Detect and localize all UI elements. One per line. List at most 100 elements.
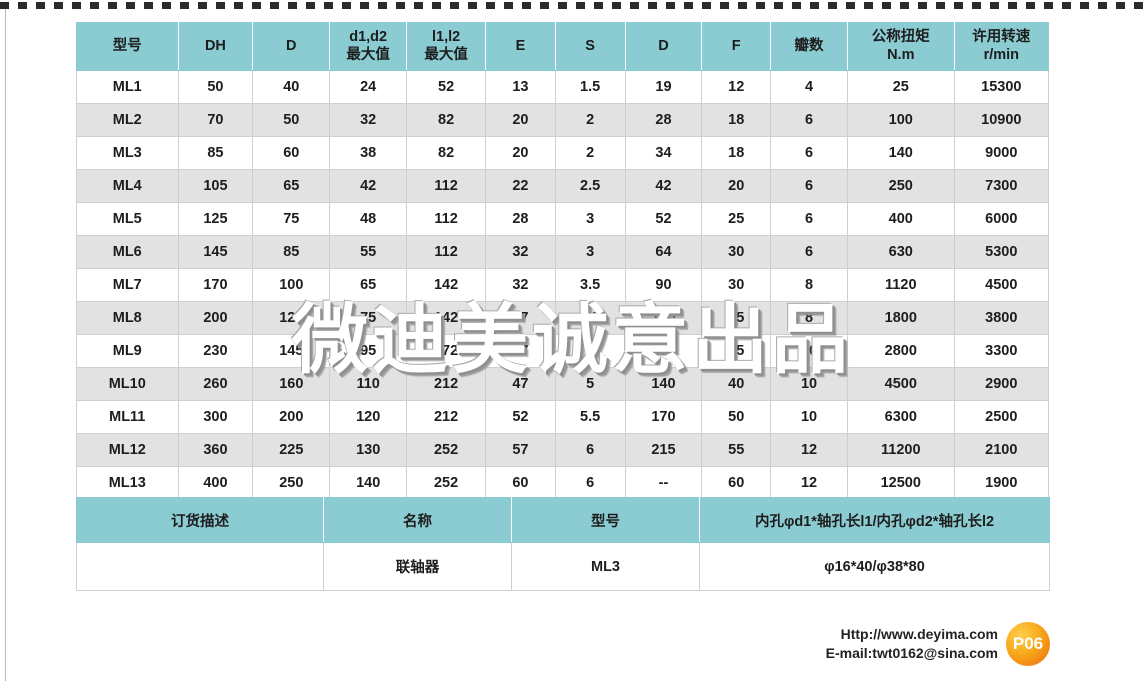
cell-d-outer: 75 (252, 202, 331, 236)
cell-e: 52 (485, 400, 556, 434)
cell-nominal-torque: 400 (846, 202, 955, 236)
header-line-1: S (585, 37, 595, 54)
cell-d-bore: 42 (624, 169, 703, 203)
cell-model: ML7 (76, 268, 179, 302)
order-description-table-container: 订货描述 名称 型号 内孔φd1*轴孔长l1/内孔φd2*轴孔长l2 联轴器 M… (76, 497, 1050, 591)
cell-dh: 260 (177, 367, 254, 401)
cell-s: 3.5 (554, 301, 626, 335)
cell-d-outer: 85 (252, 235, 331, 269)
cell-model: ML2 (76, 103, 179, 137)
cell-nominal-torque: 250 (846, 169, 955, 203)
specification-table-body: ML1 50 40 24 52 13 1.5 19 12 4 25 15300 … (76, 70, 1050, 500)
cell-nominal-torque: 6300 (846, 400, 955, 434)
header-line-1: E (515, 37, 526, 54)
cell-d1d2: 140 (329, 466, 408, 500)
cell-l1l2: 142 (406, 301, 487, 335)
cell-model: ML11 (76, 400, 179, 434)
cell-model: ML1 (76, 70, 179, 104)
cell-allowable-speed: 1900 (953, 466, 1050, 500)
footer-email[interactable]: E-mail:twt0162@sina.com (825, 645, 998, 661)
cell-dh: 230 (177, 334, 254, 368)
cell-d-outer: 125 (252, 301, 331, 335)
header-line-1: DH (204, 37, 226, 54)
cell-petal-count: 8 (770, 301, 848, 335)
top-dashed-border (0, 2, 1143, 9)
cell-dh: 300 (177, 400, 254, 434)
column-header-l1l2-max: l1,l2 最大值 (406, 22, 487, 71)
cell-d-bore: -- (624, 466, 703, 500)
order-description-table: 订货描述 名称 型号 内孔φd1*轴孔长l1/内孔φd2*轴孔长l2 联轴器 M… (76, 497, 1050, 591)
cell-s: 2.5 (554, 169, 626, 203)
cell-e: 47 (485, 367, 556, 401)
cell-l1l2: 142 (406, 268, 487, 302)
cell-d1d2: 110 (329, 367, 408, 401)
cell-model: ML13 (76, 466, 179, 500)
cell-l1l2: 252 (406, 433, 487, 467)
cell-d-outer: 60 (252, 136, 331, 170)
cell-s: 5.5 (554, 400, 626, 434)
table-row: ML10 260 160 110 212 47 5 140 40 10 4500… (76, 367, 1050, 401)
header-line-1: 许用转速 (972, 29, 1031, 46)
cell-d-bore: 140 (624, 367, 703, 401)
cell-l1l2: 172 (406, 334, 487, 368)
cell-l1l2: 112 (406, 235, 487, 269)
cell-s: 5 (554, 367, 626, 401)
cell-d-bore: 19 (624, 70, 703, 104)
cell-d-outer: 145 (252, 334, 331, 368)
cell-d-outer: 40 (252, 70, 331, 104)
header-line-2: 最大值 (346, 46, 390, 63)
cell-s: 6 (554, 466, 626, 500)
cell-e: 32 (485, 268, 556, 302)
cell-d1d2: 24 (329, 70, 408, 104)
header-line-1: d1,d2 (349, 29, 388, 46)
column-header-order-description: 订货描述 (76, 497, 324, 543)
cell-nominal-torque: 140 (846, 136, 955, 170)
header-row: 订货描述 名称 型号 内孔φd1*轴孔长l1/内孔φd2*轴孔长l2 (76, 497, 1050, 543)
cell-product-name: 联轴器 (323, 542, 512, 591)
table-row: ML8 200 125 75 142 37 3.5 100 35 8 1800 … (76, 301, 1050, 335)
cell-e: 20 (485, 136, 556, 170)
table-row: ML6 145 85 55 112 32 3 64 30 6 630 5300 (76, 235, 1050, 269)
cell-petal-count: 10 (770, 334, 848, 368)
cell-s: 6 (554, 433, 626, 467)
header-line-1: D (658, 37, 669, 54)
cell-model: ML5 (76, 202, 179, 236)
column-header-bore-spec: 内孔φd1*轴孔长l1/内孔φd2*轴孔长l2 (699, 497, 1050, 543)
cell-allowable-speed: 15300 (953, 70, 1050, 104)
cell-d-outer: 250 (252, 466, 331, 500)
cell-f: 18 (701, 103, 772, 137)
header-line-1: l1,l2 (431, 29, 461, 46)
cell-petal-count: 6 (770, 235, 848, 269)
cell-d1d2: 65 (329, 268, 408, 302)
cell-dh: 360 (177, 433, 254, 467)
cell-f: 20 (701, 169, 772, 203)
cell-d-bore: 28 (624, 103, 703, 137)
cell-f: 30 (701, 235, 772, 269)
cell-d-bore: 215 (624, 433, 703, 467)
cell-d-bore: 115 (624, 334, 703, 368)
footer-website[interactable]: Http://www.deyima.com (840, 626, 998, 643)
cell-petal-count: 6 (770, 103, 848, 137)
column-header-allowable-speed: 许用转速 r/min (953, 22, 1050, 71)
table-row: 联轴器 ML3 φ16*40/φ38*80 (76, 542, 1050, 591)
column-header-s: S (554, 22, 626, 71)
cell-f: 55 (701, 433, 772, 467)
cell-nominal-torque: 1800 (846, 301, 955, 335)
cell-d-outer: 200 (252, 400, 331, 434)
header-line-1: D (286, 37, 297, 54)
cell-model: ML12 (76, 433, 179, 467)
cell-allowable-speed: 3800 (953, 301, 1050, 335)
cell-order-description (76, 542, 324, 591)
cell-petal-count: 6 (770, 169, 848, 203)
cell-allowable-speed: 7300 (953, 169, 1050, 203)
cell-e: 13 (485, 70, 556, 104)
cell-petal-count: 10 (770, 400, 848, 434)
table-row: ML12 360 225 130 252 57 6 215 55 12 1120… (76, 433, 1050, 467)
table-row: ML3 85 60 38 82 20 2 34 18 6 140 9000 (76, 136, 1050, 170)
column-header-d-outer: D (252, 22, 331, 71)
cell-d1d2: 75 (329, 301, 408, 335)
cell-d-bore: 170 (624, 400, 703, 434)
cell-allowable-speed: 10900 (953, 103, 1050, 137)
table-row: ML9 230 145 95 172 37 4 115 35 10 2800 3… (76, 334, 1050, 368)
cell-dh: 400 (177, 466, 254, 500)
